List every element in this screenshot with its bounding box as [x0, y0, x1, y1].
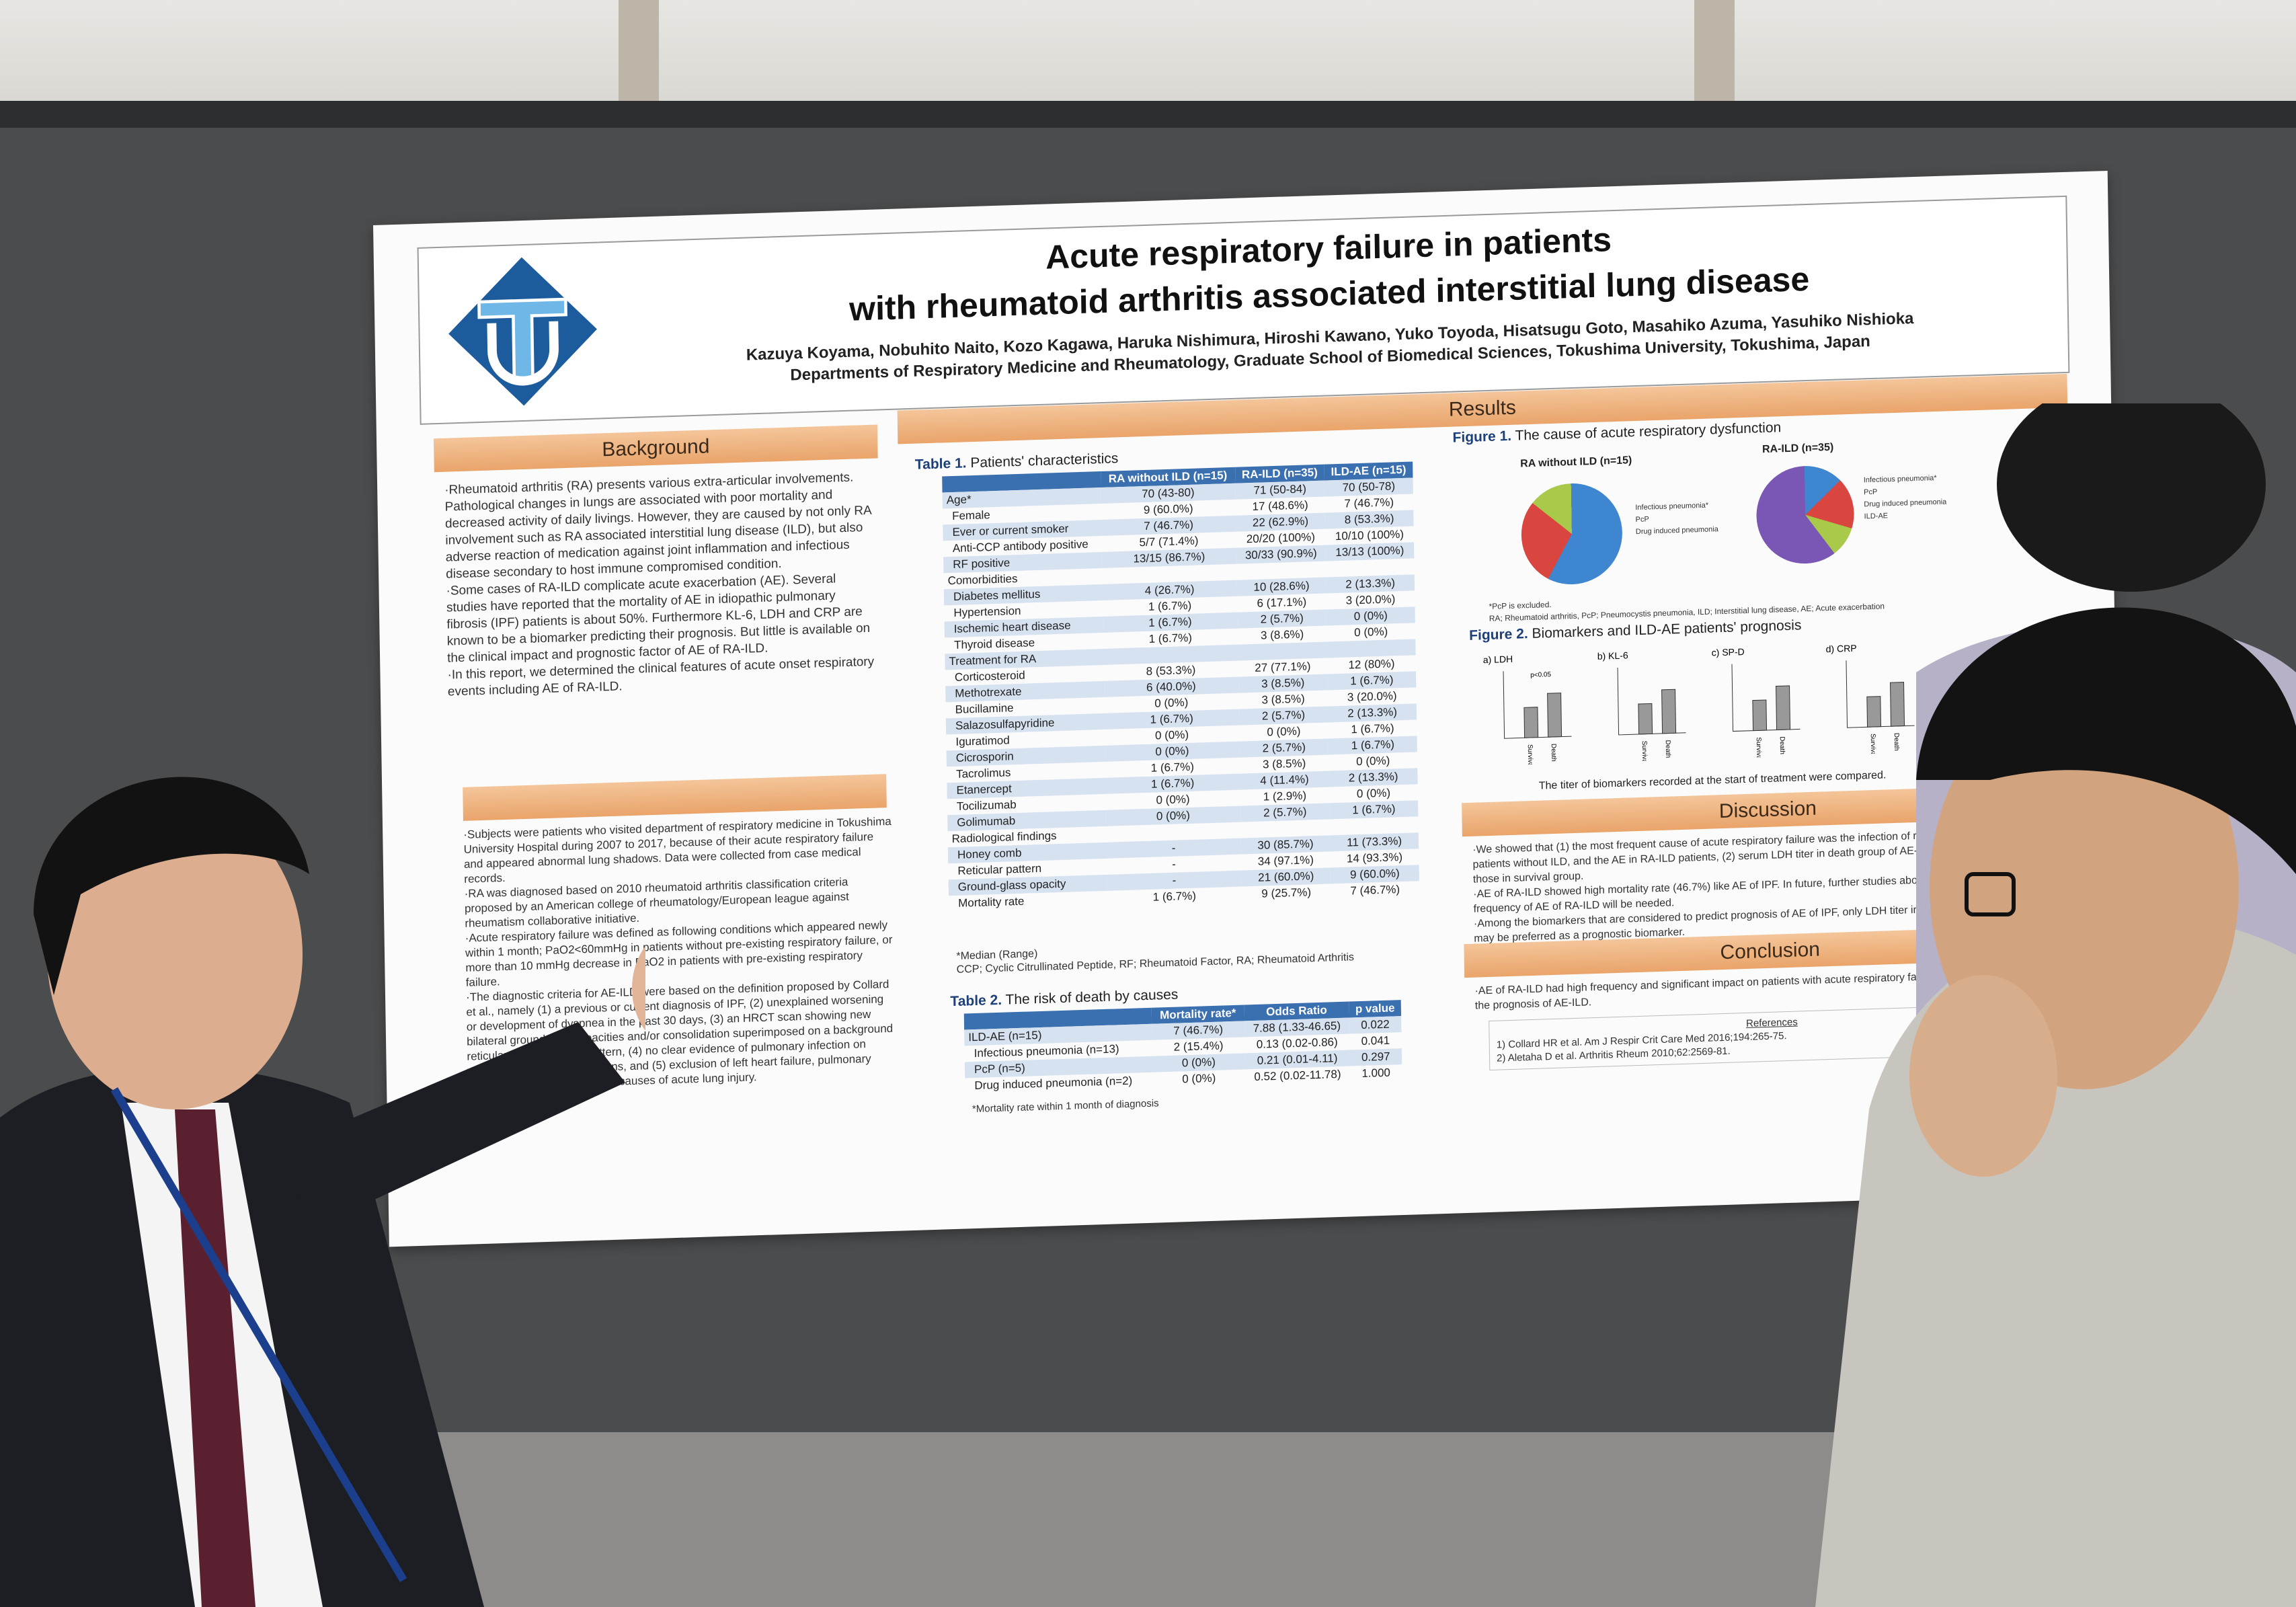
table2-cell: 0.52 (0.02-11.78): [1254, 1067, 1341, 1083]
p-value-label: p<0.05: [1530, 671, 1551, 679]
biomarker-bar: [1523, 707, 1539, 738]
table2-header-cell: p value: [1349, 1000, 1402, 1018]
table2-cell: 0.022: [1349, 1016, 1402, 1034]
table1-cell: 7 (46.7%): [1350, 883, 1400, 898]
biomarker-bar-label: Death: [1664, 740, 1671, 758]
pie-chart-ra-without-ild: [1520, 481, 1624, 586]
table2-cell: 0 (0%): [1182, 1071, 1216, 1086]
biomarker-bar-svg: Survival Death: [1846, 660, 1915, 758]
biomarker-bar-svg: Survival Death: [1731, 664, 1800, 761]
wall-pillar: [619, 0, 659, 101]
biomarker-bar-label: Death: [1893, 733, 1900, 751]
biomarker-panel: c) SP-D Survival Death: [1712, 644, 1821, 769]
biomarker-bar: [1752, 699, 1768, 732]
table2-title: The risk of death by causes: [1005, 986, 1179, 1008]
biomarker-bar-label: Survival: [1869, 734, 1877, 755]
pie1-legend: Infectious pneumonia* PcP Drug induced p…: [1635, 499, 1718, 538]
table1-label: Table 1.: [914, 455, 967, 473]
table1-caption: Table 1. Patients' characteristics: [915, 450, 1119, 473]
table2-note: *Mortality rate within 1 month of diagno…: [972, 1097, 1159, 1115]
presenter-person: [0, 777, 645, 1607]
background-text: ·Rheumatoid arthritis (RA) presents vari…: [444, 470, 875, 699]
table2-label: Table 2.: [950, 992, 1002, 1010]
biomarker-bar-label: Survival: [1526, 744, 1534, 766]
poster-board-frame: [0, 101, 2296, 128]
biomarker-bar-charts: a) LDH Survival Death p<0.05 b) KL-6 Survival…: [373, 171, 2108, 769]
table2-cell: 1.000: [1361, 1066, 1391, 1080]
university-logo: [448, 257, 597, 406]
table1-title: Patients' characteristics: [970, 450, 1119, 471]
table1-cell: 9 (25.7%): [1261, 886, 1312, 900]
biomarker-panel: a) LDH Survival Death p<0.05: [1483, 651, 1593, 775]
biomarker-bar-label: Survival: [1755, 737, 1763, 758]
biomarker-panel: d) CRP Survival Death: [1826, 640, 1936, 765]
table2-cell: 0.297: [1349, 1048, 1402, 1066]
biomarker-bar-svg: Survival Death p<0.05: [1503, 671, 1572, 769]
biomarker-bar: [1661, 689, 1677, 734]
biomarker-bar-svg: Survival Death: [1617, 667, 1686, 765]
table2-cell: 0.041: [1361, 1033, 1390, 1048]
wall-pillar: [1694, 0, 1735, 101]
research-poster: Acute respiratory failure in patients wi…: [373, 170, 2124, 1247]
table2-caption: Table 2. The risk of death by causes: [950, 987, 1178, 1011]
background-heading: Background: [434, 424, 878, 473]
figure2-label: Figure 2.: [1469, 626, 1528, 643]
biomarker-bar-label: Survival: [1640, 741, 1649, 762]
biomarker-bar-label: Death: [1550, 744, 1557, 762]
table1-notes: *Median (Range) CCP; Cyclic Citrullinate…: [956, 937, 1354, 977]
biomarker-bar: [1776, 685, 1791, 731]
biomarker-bar-label: Death: [1778, 736, 1786, 754]
biomarker-bar: [1547, 693, 1562, 738]
biomarker-bar: [1638, 703, 1653, 735]
patients-characteristics-table: RA without ILD (n=15) RA-ILD (n=35) ILD-AE…: [942, 461, 1419, 912]
pie1-title: RA without ILD (n=15): [1520, 455, 1632, 470]
viewer-person: [1815, 403, 2296, 1607]
figure1-label: Figure 1.: [1452, 428, 1512, 446]
risk-of-death-table: Mortality rate* Odds Ratio p value ILD-AE …: [963, 1000, 1402, 1094]
legend-item: Infectious pneumonia*: [1635, 501, 1709, 512]
biomarker-bar: [1866, 696, 1882, 728]
biomarker-panel: b) KL-6 Survival Death: [1597, 648, 1707, 772]
table1-cell: 1 (6.7%): [1152, 889, 1197, 904]
back-wall: [0, 0, 2296, 114]
biomarker-bar: [1890, 682, 1905, 727]
legend-item: Drug induced pneumonia: [1635, 525, 1718, 537]
